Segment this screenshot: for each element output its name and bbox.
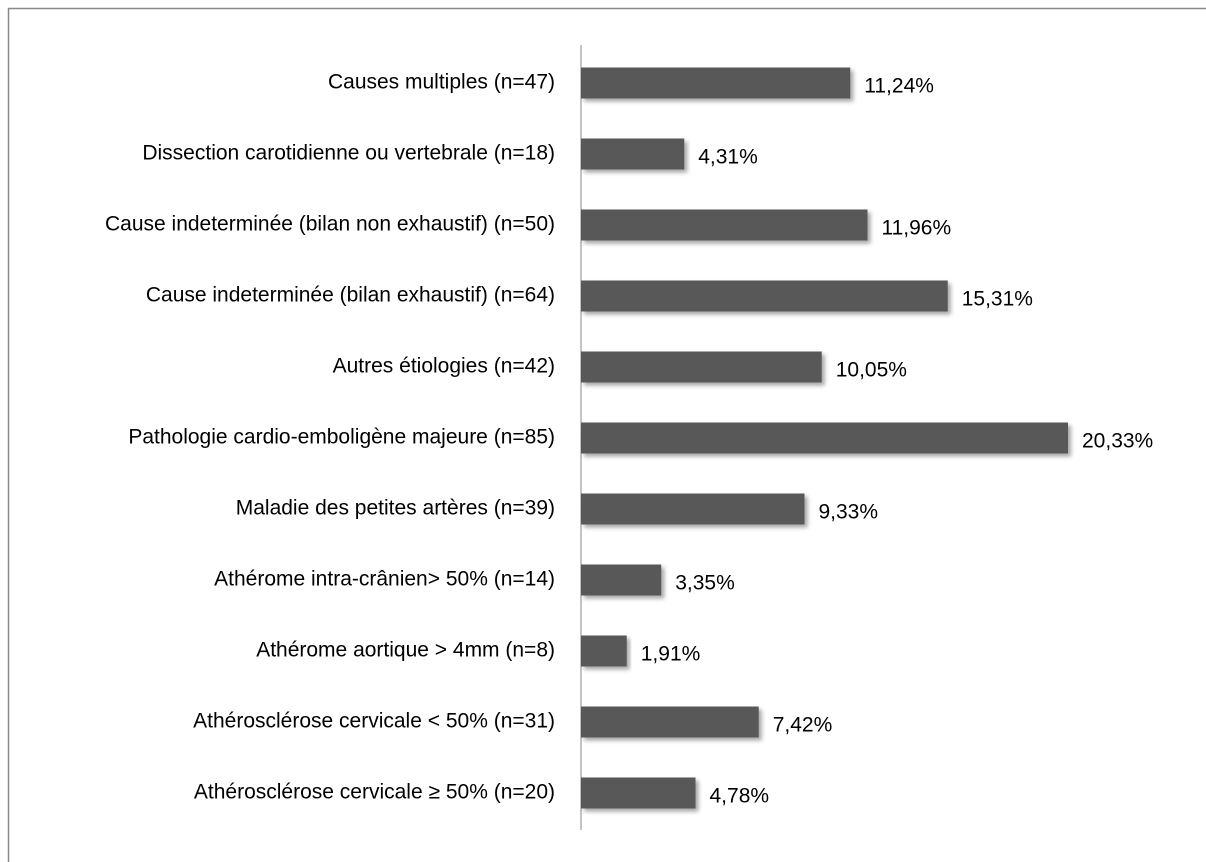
category-label: Athérosclérose cervicale < 50% (n=31): [193, 710, 555, 733]
bar: [581, 280, 948, 312]
chart-frame: [7, 7, 1206, 862]
bar: [581, 564, 662, 596]
value-label: 1,91%: [641, 643, 701, 666]
bar: [581, 635, 627, 667]
bar: [581, 493, 805, 525]
category-label: Maladie des petites artères (n=39): [236, 497, 555, 520]
bar: [581, 67, 851, 99]
category-label: Athérome aortique > 4mm (n=8): [256, 639, 555, 662]
value-label: 11,96%: [881, 217, 951, 240]
bar: [581, 706, 759, 738]
bar: [581, 351, 822, 383]
category-label: Cause indeterminée (bilan non exhaustif)…: [105, 213, 555, 236]
value-label: 4,78%: [710, 785, 770, 808]
bar: [581, 777, 696, 809]
bar: [581, 209, 868, 241]
bar: [581, 138, 685, 170]
category-label: Dissection carotidienne ou vertebrale (n…: [142, 142, 555, 165]
category-label: Cause indeterminée (bilan exhaustif) (n=…: [146, 284, 555, 307]
value-label: 20,33%: [1082, 430, 1153, 453]
category-label: Pathologie cardio-emboligène majeure (n=…: [128, 426, 555, 449]
category-label: Athérosclérose cervicale ≥ 50% (n=20): [194, 781, 555, 804]
value-label: 7,42%: [773, 714, 833, 737]
value-label: 10,05%: [836, 359, 907, 382]
value-label: 9,33%: [818, 501, 878, 524]
category-label: Athérome intra-crânien> 50% (n=14): [214, 568, 555, 591]
value-label: 4,31%: [698, 146, 758, 169]
value-label: 11,24%: [864, 75, 934, 98]
category-label: Causes multiples (n=47): [328, 71, 555, 94]
value-label: 15,31%: [962, 288, 1033, 311]
value-label: 3,35%: [675, 572, 735, 595]
category-label: Autres étiologies (n=42): [333, 355, 555, 378]
bar: [581, 422, 1068, 454]
